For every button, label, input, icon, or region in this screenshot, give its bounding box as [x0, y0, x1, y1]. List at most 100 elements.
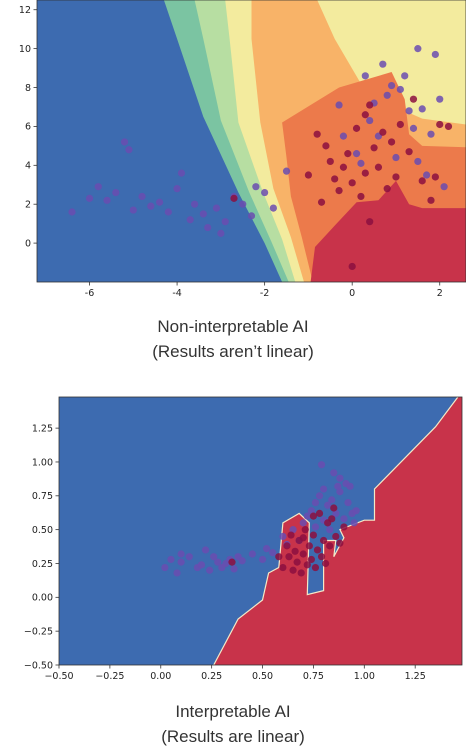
y-tick-label: 8	[25, 83, 31, 94]
red-point	[309, 531, 318, 539]
red-point	[304, 171, 313, 179]
red-point	[317, 198, 326, 206]
purple-point	[335, 101, 343, 109]
purple-point	[68, 208, 76, 216]
purple-point	[129, 206, 137, 214]
red-point	[361, 111, 369, 119]
red-point	[315, 509, 324, 518]
red-point	[291, 547, 299, 555]
purple-point	[352, 150, 361, 158]
y-tick-label: 0.00	[32, 593, 53, 604]
purple-point	[436, 95, 444, 103]
red-point	[299, 550, 307, 558]
red-point	[344, 150, 352, 158]
red-point	[427, 196, 435, 204]
red-point	[370, 144, 378, 152]
purple-point	[361, 72, 369, 80]
x-tick-label: −0.25	[95, 671, 124, 682]
y-tick-label: 1.25	[32, 423, 53, 434]
red-point	[348, 262, 356, 271]
y-tick-label: 0.50	[32, 525, 53, 536]
red-point	[311, 563, 320, 572]
red-point	[328, 515, 336, 523]
red-point	[283, 542, 291, 550]
purple-point	[315, 492, 324, 500]
purple-point	[332, 509, 340, 518]
purple-point	[311, 523, 320, 531]
purple-point	[324, 501, 332, 509]
x-tick-label: −0.50	[44, 671, 73, 682]
red-point	[331, 175, 339, 183]
x-tick-label: -6	[85, 288, 94, 299]
purple-point	[167, 555, 175, 564]
red-point	[289, 566, 297, 574]
purple-point	[173, 569, 181, 577]
purple-point	[336, 488, 344, 496]
red-point	[436, 120, 444, 129]
purple-point	[326, 526, 334, 534]
purple-point	[352, 507, 360, 515]
red-point	[366, 101, 374, 109]
red-region	[310, 180, 466, 282]
red-point	[357, 192, 365, 201]
purple-point	[401, 72, 409, 80]
x-tick-label: 0.50	[252, 671, 273, 682]
red-point	[396, 120, 404, 129]
caption-title: Non-interpretable AI	[157, 317, 309, 336]
purple-point	[307, 507, 315, 515]
purple-point	[214, 558, 222, 566]
purple-point	[396, 85, 404, 94]
purple-point	[186, 216, 194, 224]
red-point	[332, 532, 340, 541]
x-tick-label: 0.00	[150, 671, 171, 682]
purple-point	[427, 130, 435, 138]
y-tick-label: −0.50	[24, 660, 53, 671]
purple-point	[440, 183, 448, 191]
x-tick-label: -4	[172, 288, 181, 299]
x-tick-label: 2	[437, 288, 443, 299]
x-tick-label: 0	[349, 288, 355, 299]
purple-point	[206, 566, 214, 574]
purple-point	[147, 202, 155, 210]
red-point	[352, 124, 361, 132]
purple-point	[248, 550, 256, 558]
y-tick-label: 6	[25, 122, 31, 133]
red-point	[387, 138, 396, 146]
purple-point	[177, 550, 185, 558]
purple-point	[185, 553, 193, 561]
red-point	[361, 169, 369, 177]
red-point	[297, 569, 305, 577]
purple-point	[409, 124, 418, 132]
y-tick-label: 0.25	[32, 559, 53, 570]
caption-subtitle: (Results aren’t linear)	[152, 342, 314, 361]
red-point	[409, 95, 418, 103]
purple-point	[414, 157, 422, 166]
purple-point	[387, 81, 396, 90]
purple-point	[85, 194, 94, 202]
purple-point	[340, 515, 348, 523]
purple-point	[366, 116, 374, 125]
axes-frame	[58, 396, 463, 666]
plot-area	[59, 397, 462, 665]
purple-point	[204, 223, 212, 232]
red-point	[326, 157, 334, 166]
purple-point	[279, 532, 287, 541]
red-point	[374, 163, 383, 171]
y-tick-label: 12	[19, 5, 31, 16]
red-point	[340, 523, 348, 531]
red-point	[383, 185, 391, 193]
red-point	[418, 177, 426, 185]
purple-point	[328, 496, 336, 504]
purple-point	[252, 183, 260, 191]
caption-subtitle: (Results are linear)	[161, 727, 305, 746]
purple-point	[330, 469, 338, 477]
purple-point	[112, 188, 120, 197]
x-tick-label: 0.25	[201, 671, 222, 682]
red-point	[309, 512, 318, 520]
non-interpretable-contour-plot: -6 -4 -2 0 2 0 2 4 6 8 10 12	[19, 0, 466, 299]
purple-point	[125, 146, 133, 154]
y-tick-label: 1.00	[32, 457, 53, 468]
red-point	[301, 526, 309, 534]
x-tick-label: 0.75	[303, 671, 324, 682]
purple-point	[261, 188, 269, 197]
